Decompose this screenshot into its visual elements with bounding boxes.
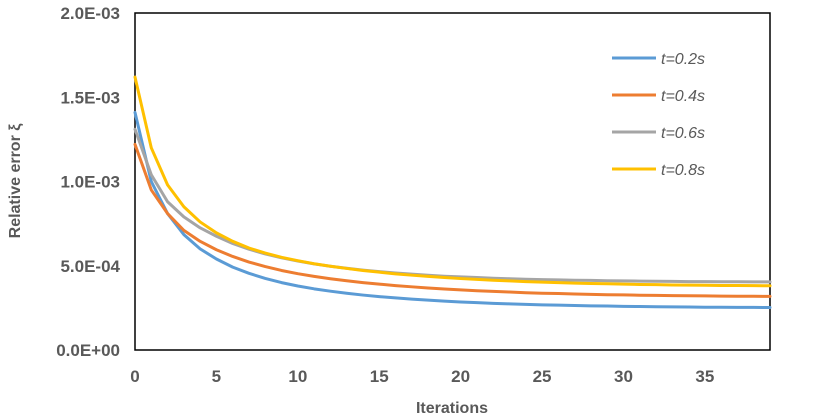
y-tick-labels: 0.0E+00 5.0E-04 1.0E-03 1.5E-03 2.0E-03 [56, 4, 120, 360]
x-tick-label: 15 [370, 367, 389, 386]
x-tick-label: 10 [288, 367, 307, 386]
series-layer [133, 75, 772, 310]
x-tick-label: 25 [533, 367, 552, 386]
series-line-3 [133, 127, 772, 284]
legend-label: t=0.8s [661, 162, 705, 179]
y-tick-label: 1.5E-03 [60, 88, 120, 107]
legend-label: t=0.6s [661, 125, 705, 142]
y-axis-title: Relative error ξ [7, 123, 24, 239]
x-tick-label: 5 [212, 367, 221, 386]
y-tick-label: 0.0E+00 [56, 341, 120, 360]
legend-item: t=0.6s [612, 125, 705, 142]
legend-item: t=0.8s [612, 162, 705, 179]
series-line-4 [133, 75, 772, 288]
x-tick-labels: 0 5 10 15 20 25 30 35 [130, 367, 714, 386]
y-tick-label: 5.0E-04 [60, 257, 120, 276]
series-line-1 [133, 110, 772, 310]
plot-area [134, 12, 771, 351]
series-line-2 [133, 142, 772, 298]
legend-label: t=0.2s [661, 51, 705, 68]
legend: t=0.2s t=0.4s t=0.6s t=0.8s [612, 51, 705, 179]
x-tick-label: 30 [614, 367, 633, 386]
legend-item: t=0.4s [612, 88, 705, 105]
legend-label: t=0.4s [661, 88, 705, 105]
x-tick-label: 0 [130, 367, 139, 386]
y-tick-label: 1.0E-03 [60, 173, 120, 192]
x-tick-label: 20 [451, 367, 470, 386]
x-tick-label: 35 [695, 367, 714, 386]
x-axis-title: Iterations [416, 400, 488, 417]
legend-item: t=0.2s [612, 51, 705, 68]
y-tick-label: 2.0E-03 [60, 4, 120, 23]
